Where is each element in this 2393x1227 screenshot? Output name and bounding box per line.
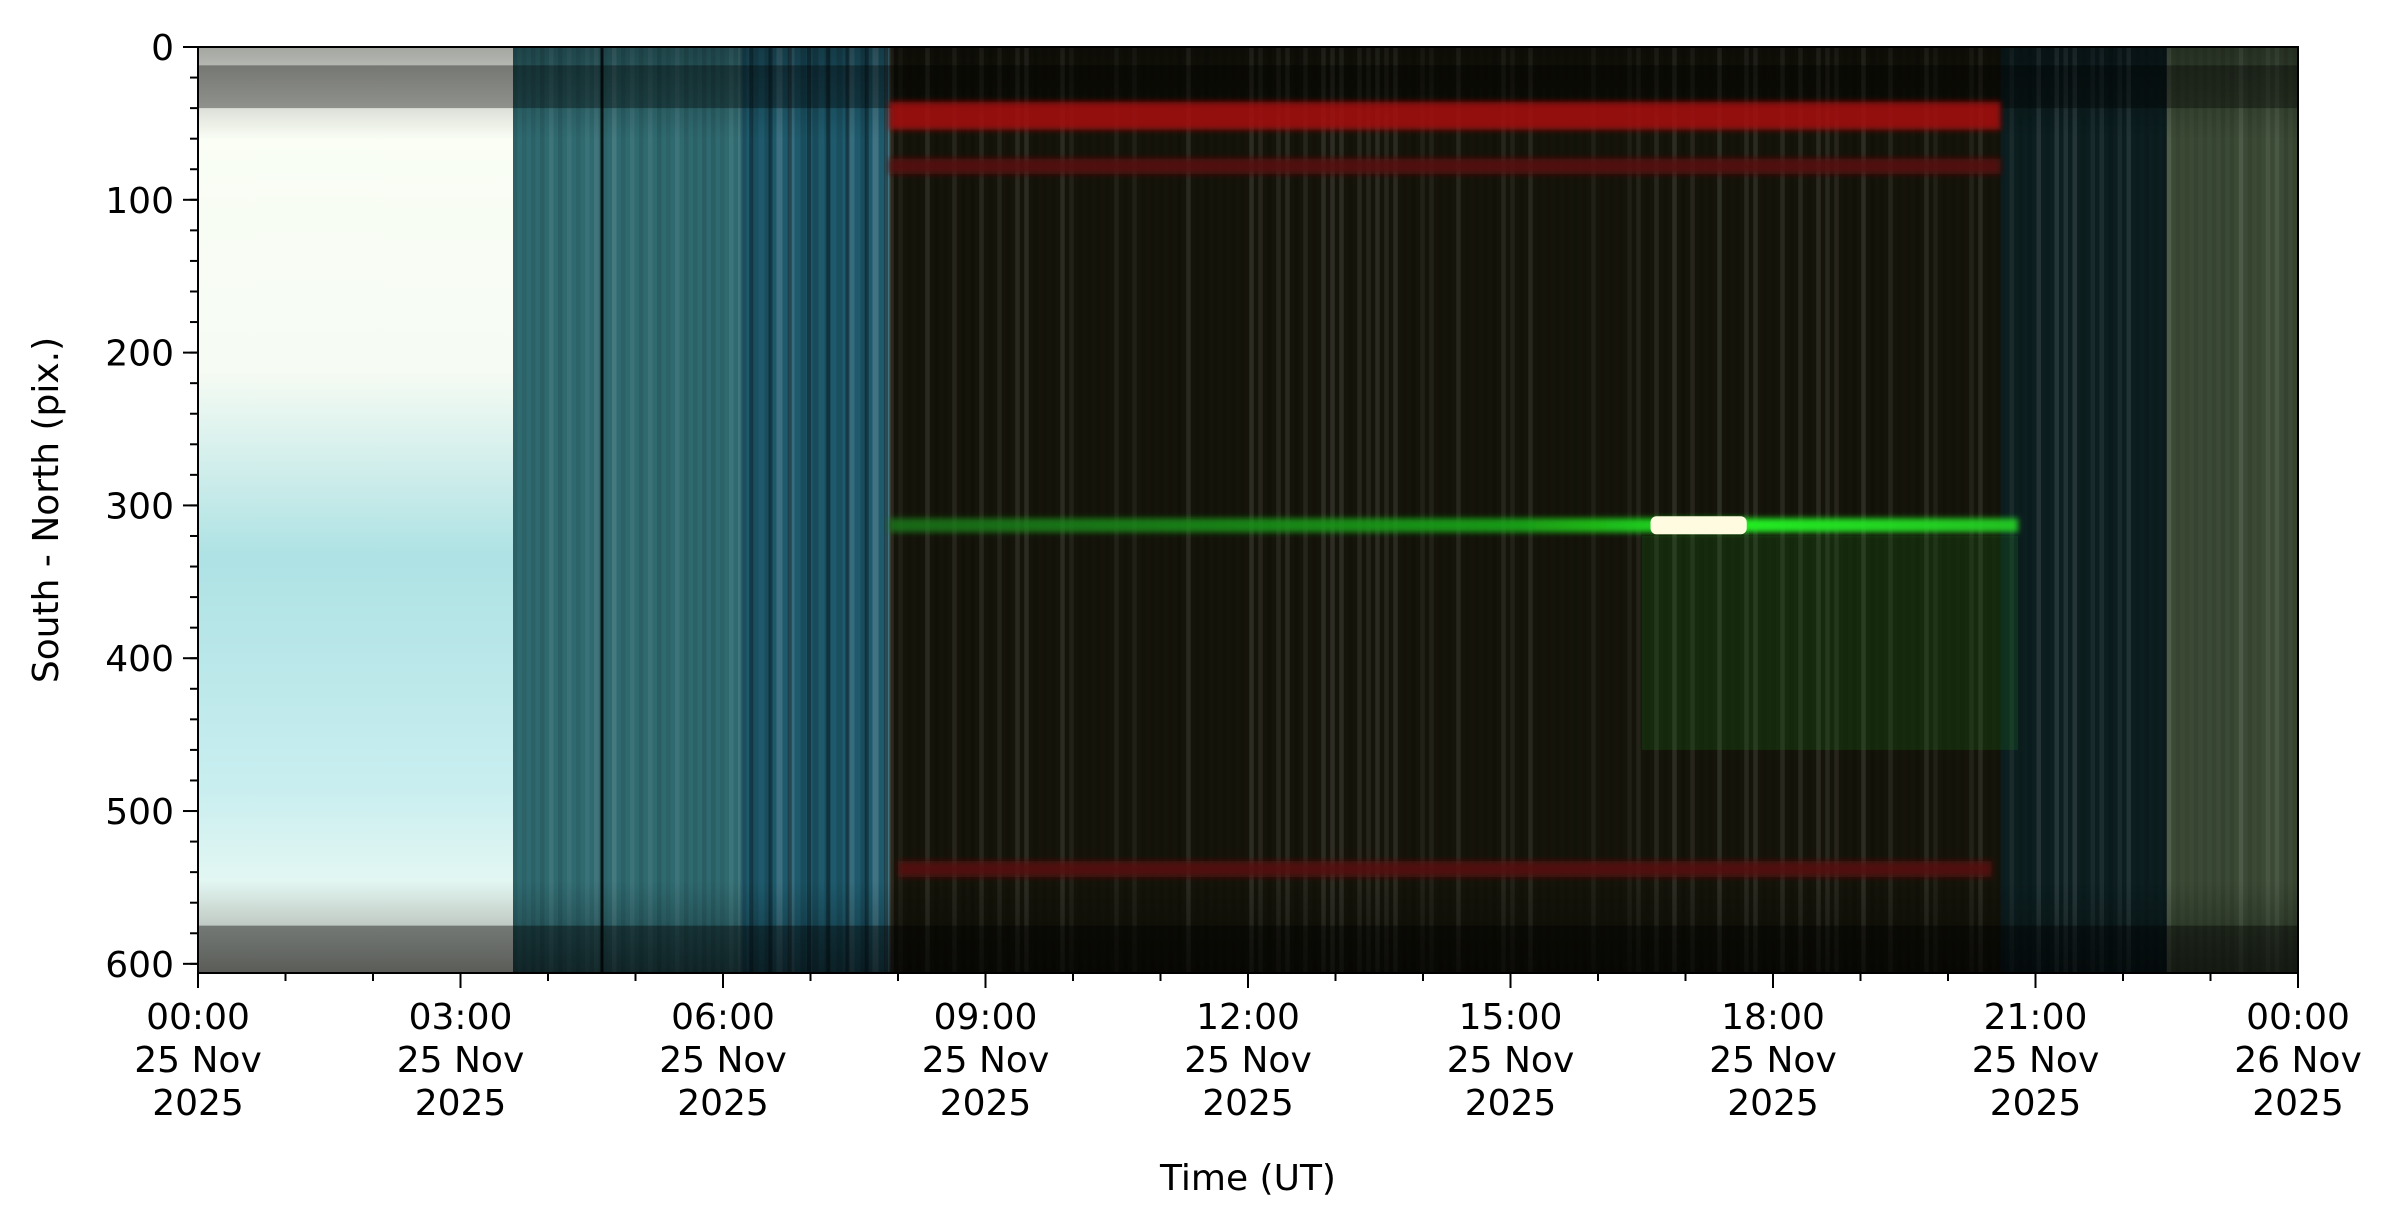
- x-tick-label: 25 Nov: [1184, 1040, 1312, 1081]
- edge-shade: [198, 47, 2298, 973]
- bright-emission-patch: [1650, 516, 1747, 535]
- spectrum-image: [198, 47, 2298, 973]
- x-tick-label: 2025: [152, 1083, 244, 1124]
- x-tick-label: 2025: [1465, 1083, 1557, 1124]
- x-tick-label: 26 Nov: [2234, 1040, 2362, 1081]
- spectrum-features: [889, 101, 2018, 878]
- x-tick-label: 2025: [1990, 1083, 2082, 1124]
- x-tick-label: 25 Nov: [397, 1040, 525, 1081]
- y-tick-label: 500: [105, 792, 174, 833]
- x-tick-label: 2025: [1202, 1083, 1294, 1124]
- y-tick-label: 600: [105, 945, 174, 986]
- x-tick-label: 2025: [1727, 1083, 1819, 1124]
- y-axis: 0 100 200 300 400 500 600: [105, 28, 198, 986]
- x-tick-label: 03:00: [409, 997, 513, 1038]
- y-tick-label: 100: [105, 181, 174, 222]
- x-tick-label: 00:00: [146, 997, 250, 1038]
- red-band: [898, 861, 1992, 878]
- y-tick-label: 200: [105, 334, 174, 375]
- x-tick-label: 06:00: [671, 997, 775, 1038]
- x-tick-label: 18:00: [1721, 997, 1825, 1038]
- x-tick-label: 2025: [415, 1083, 507, 1124]
- x-axis-title: Time (UT): [1159, 1158, 1336, 1199]
- x-tick-label: 15:00: [1459, 997, 1563, 1038]
- x-tick-label: 25 Nov: [134, 1040, 262, 1081]
- x-tick-label: 2025: [940, 1083, 1032, 1124]
- x-tick-label: 25 Nov: [659, 1040, 787, 1081]
- x-tick-label: 12:00: [1196, 997, 1300, 1038]
- x-tick-label: 00:00: [2246, 997, 2350, 1038]
- x-tick-label: 25 Nov: [922, 1040, 1050, 1081]
- y-tick-label: 300: [105, 486, 174, 527]
- x-tick-label: 25 Nov: [1709, 1040, 1837, 1081]
- x-tick-label: 09:00: [934, 997, 1038, 1038]
- red-band: [889, 158, 2001, 175]
- x-tick-label: 2025: [677, 1083, 769, 1124]
- y-tick-label: 0: [151, 28, 174, 69]
- x-tick-label: 21:00: [1984, 997, 2088, 1038]
- red-band: [889, 101, 2001, 130]
- green-emission-line: [889, 518, 2018, 533]
- x-tick-label: 25 Nov: [1972, 1040, 2100, 1081]
- x-tick-label: 25 Nov: [1447, 1040, 1575, 1081]
- green-glow-region: [1641, 535, 2018, 750]
- x-tick-label: 2025: [2252, 1083, 2344, 1124]
- y-tick-label: 400: [105, 639, 174, 680]
- y-axis-title: South - North (pix.): [26, 337, 67, 683]
